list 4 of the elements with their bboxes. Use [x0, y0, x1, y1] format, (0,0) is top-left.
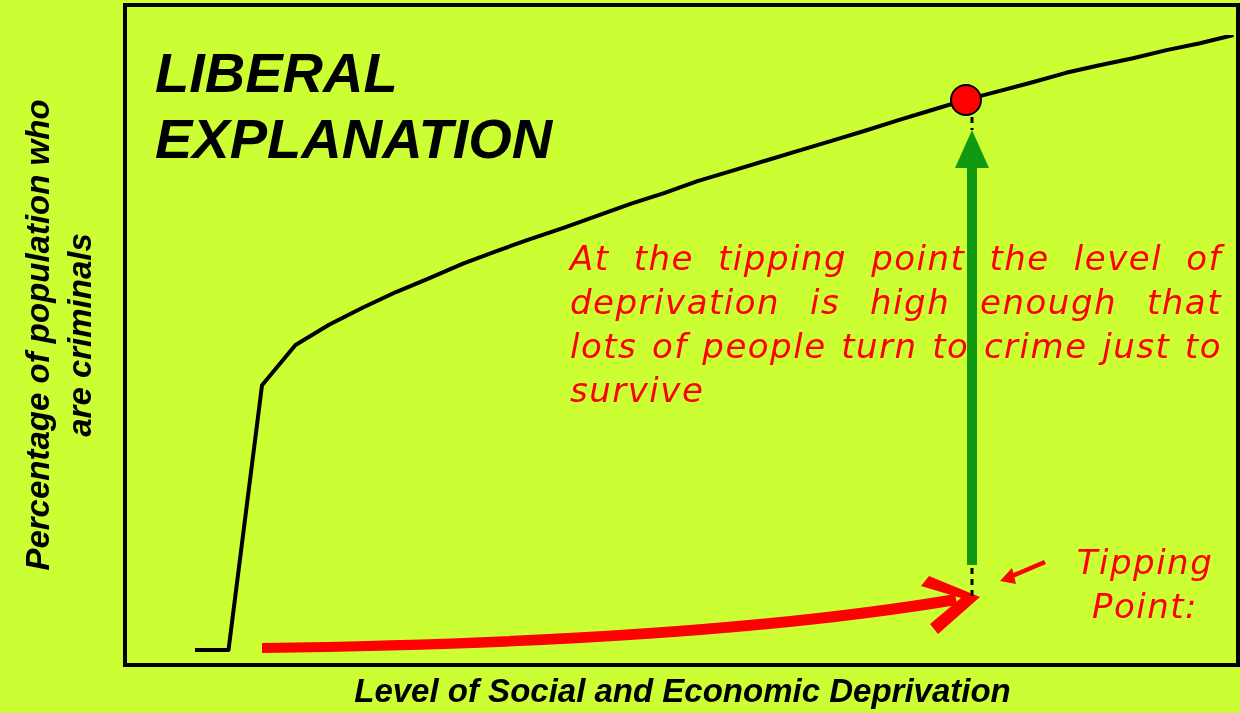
- y-axis-title: Percentage of population who are criminals: [18, 98, 99, 573]
- annotation: Tipping Point:: [1075, 541, 1215, 628]
- x-axis-title: Level of Social and Economic Deprivation: [353, 672, 1012, 710]
- text: LIBERAL EXPLANATION: [155, 40, 554, 172]
